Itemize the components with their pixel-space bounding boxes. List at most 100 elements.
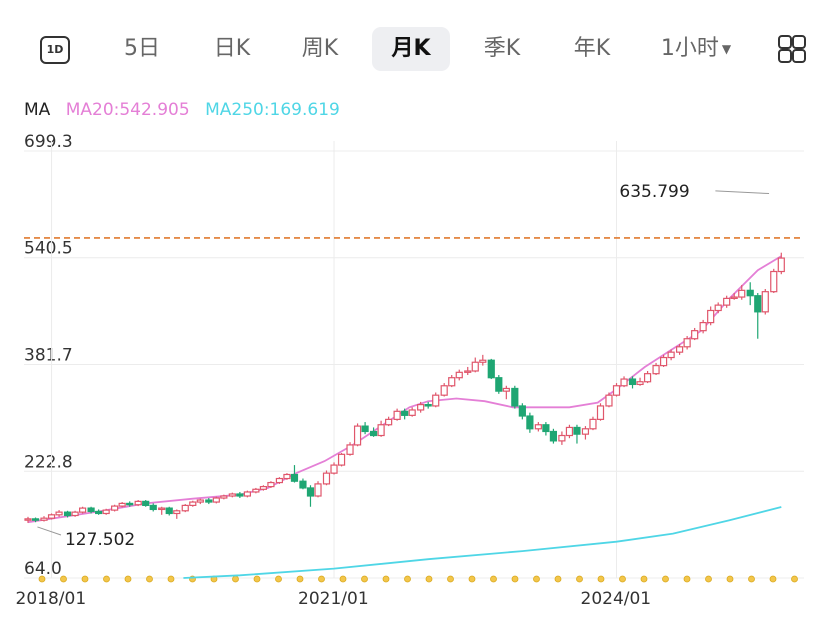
candle-up [565,426,574,437]
candle-down [369,430,378,437]
tab-monthly-k[interactable]: 月K [372,27,450,71]
event-marker [705,575,712,583]
event-marker [318,575,325,583]
event-marker [576,575,583,583]
event-marker [361,575,368,583]
tab-quarterly-k[interactable]: 季K [483,36,521,61]
candle-down [487,359,495,379]
low-annotation-leader [37,526,62,536]
candle-up [377,424,385,437]
candle-up [134,500,142,506]
candle-up [699,321,707,332]
candle-down [518,405,526,417]
1d-icon[interactable]: 1D [40,36,70,64]
candle-up [723,297,731,306]
candle-up [464,370,472,373]
candle-down [526,415,534,430]
legend-ma250: MA250:169.619 [205,100,340,120]
candle-up [707,309,715,324]
tab-5-day[interactable]: 5日 [124,36,160,61]
candle-up [408,409,416,416]
ma250-line [183,506,782,579]
x-tick-label: 2018/01 [16,589,87,609]
tab-daily-k[interactable]: 日K [213,36,251,61]
candle-down [142,500,150,507]
candle-down [290,473,299,482]
candle-up [581,428,590,435]
candle-down [424,403,432,407]
event-marker [253,575,261,583]
candle-down [511,387,519,407]
event-marker [103,575,110,583]
candle-down [165,507,173,515]
tab-weekly-k[interactable]: 周K [301,36,339,61]
event-marker [404,575,411,583]
candle-down [31,518,40,521]
candle-up [596,405,605,420]
candle-up [118,502,126,507]
candle-up [652,365,660,375]
x-tick-label: 2024/01 [581,589,652,609]
candle-up [448,377,456,387]
event-marker [769,575,777,583]
tab-1-hour-label: 1小时 [660,36,719,61]
y-tick-label: 222.8 [24,452,73,472]
legend-ma-label: MA [24,100,51,120]
candle-up [337,453,346,466]
candle-up [212,497,220,503]
candle-up [102,509,110,515]
event-marker [232,575,239,583]
event-marker [146,575,153,583]
candle-down [87,507,95,513]
candle-up [667,351,675,359]
candle-down [361,425,369,433]
event-marker [124,575,132,583]
candle-up [24,518,32,521]
event-marker [597,575,605,583]
candle-down [149,504,157,511]
candle-up [683,338,691,348]
candle-up [322,472,331,485]
candle-up [620,378,628,387]
event-marker [619,575,626,583]
tab-1-hour[interactable]: 1小时 ▼ [650,27,742,71]
candle-up [283,473,291,480]
candle-up [659,356,668,367]
candle-up [770,270,778,293]
candle-up [502,387,510,392]
event-marker [38,575,46,583]
candle-down [542,424,550,433]
candle-up [196,499,204,503]
candle-up [432,394,440,407]
y-tick-label: 381.7 [24,345,73,365]
candle-up [55,511,63,516]
event-marker [382,575,390,583]
ma-legend: MA MA20:542.905 MA250:169.619 [24,100,350,120]
grid-menu-icon[interactable] [778,35,806,63]
event-marker [748,575,755,583]
candle-up [691,330,699,340]
event-marker [447,575,454,583]
candle-up [417,403,425,411]
candle-up [605,394,613,407]
event-marker [296,575,304,583]
candle-down [573,426,581,435]
candle-up [675,346,684,353]
candle-up [314,483,322,497]
candle-up [714,304,722,312]
candle-up [440,385,448,396]
candle-up [71,511,79,517]
tab-yearly-k[interactable]: 年K [573,36,611,61]
event-marker [339,575,347,583]
candle-up [353,425,362,446]
candle-up [220,495,228,499]
event-marker [726,575,734,583]
ma20-line [27,255,782,524]
candle-up [777,257,785,273]
candle-up [479,359,487,363]
event-marker [791,575,798,583]
low-price-label: 127.502 [65,530,135,550]
candle-up [558,434,566,442]
legend-ma20: MA20:542.905 [65,100,190,120]
